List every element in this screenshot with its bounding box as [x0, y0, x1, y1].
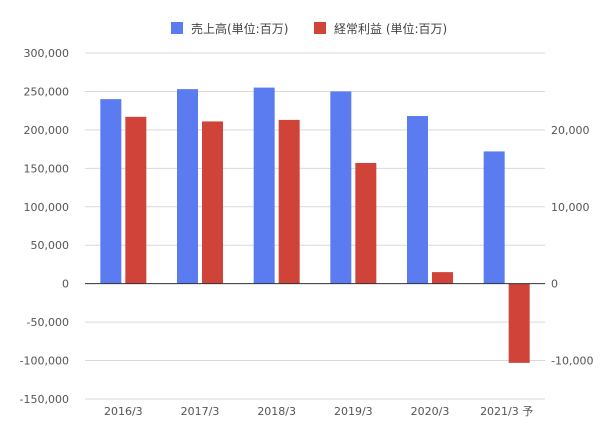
y-left-tick-label: 300,000: [24, 47, 70, 60]
y-left-tick-label: 250,000: [24, 85, 70, 98]
grid-lines: [85, 52, 545, 400]
y-left-tick-label: -100,000: [20, 355, 69, 368]
x-tick-label: 2019/3: [334, 405, 373, 418]
legend-label-profit: 経常利益 (単位:百万): [334, 21, 447, 36]
bar-profit-5: [508, 283, 530, 363]
bar-profit-3: [355, 162, 377, 284]
bar-profit-1: [202, 121, 223, 284]
y-left-tick-label: -150,000: [20, 393, 69, 406]
y-right-tick-label: 10,000: [551, 201, 590, 214]
bar-sales-3: [330, 91, 352, 284]
x-tick-label: 2021/3 予: [480, 405, 533, 418]
x-tick-label: 2017/3: [181, 405, 220, 418]
y-right-tick-label: 20,000: [551, 124, 590, 137]
axes: 300,000 250,000 200,000 150,000 100,000 50,00…: [20, 47, 594, 418]
y-right-tick-label: -10,000: [551, 355, 593, 368]
x-tick-label: 2016/3: [104, 405, 143, 418]
y-left-tick-label: 0: [62, 278, 69, 291]
bar-sales-5: [483, 151, 505, 284]
bar-sales-4: [407, 116, 428, 284]
y-left-tick-label: 150,000: [24, 162, 70, 175]
legend-swatch-profit: [314, 22, 326, 34]
bar-profit-4: [432, 272, 453, 284]
bars: [100, 87, 530, 363]
bar-sales-1: [177, 89, 198, 284]
x-tick-label: 2018/3: [257, 405, 296, 418]
legend-label-sales: 売上高(単位:百万): [191, 21, 288, 36]
bar-profit-2: [278, 119, 300, 284]
legend-swatch-sales: [171, 22, 183, 34]
y-left-tick-label: 200,000: [24, 124, 70, 137]
y-right-tick-label: 0: [551, 278, 558, 291]
bar-sales-2: [253, 87, 275, 284]
y-left-tick-label: 100,000: [24, 201, 70, 214]
y-left-tick-label: -50,000: [27, 316, 69, 329]
legend: 売上高(単位:百万) 経常利益 (単位:百万): [171, 21, 447, 36]
x-tick-label: 2020/3: [411, 405, 450, 418]
y-left-tick-label: 50,000: [31, 239, 70, 252]
bar-sales-0: [100, 99, 122, 284]
bar-profit-0: [125, 116, 147, 284]
